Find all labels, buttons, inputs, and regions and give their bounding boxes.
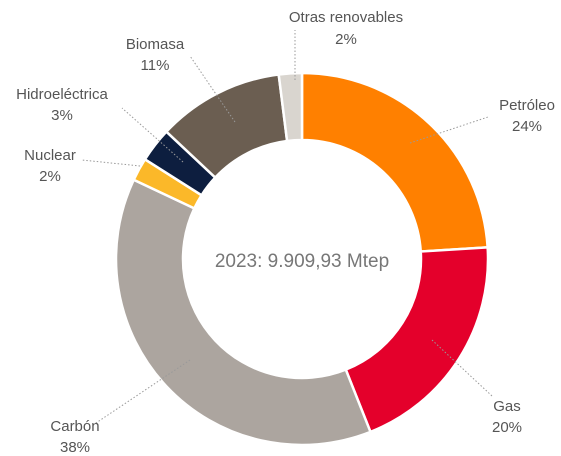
center-label: 2023: 9.909,93 Mtep bbox=[215, 251, 389, 272]
segment-label: Nuclear bbox=[24, 147, 76, 164]
segment-value-label: 2% bbox=[39, 168, 61, 185]
segment-label: Otras renovables bbox=[289, 9, 403, 26]
segment-value-label: 24% bbox=[512, 118, 542, 135]
donut-segment bbox=[300, 71, 489, 253]
donut bbox=[114, 71, 490, 447]
segment-value-label: 11% bbox=[141, 57, 170, 74]
segment-label: Biomasa bbox=[126, 36, 185, 53]
segment-label: Petróleo bbox=[499, 97, 555, 114]
leader-line bbox=[121, 107, 184, 163]
segment-value-label: 20% bbox=[492, 419, 522, 436]
donut-segment bbox=[344, 245, 490, 434]
segment-label: Gas bbox=[493, 398, 521, 415]
segment-value-label: 3% bbox=[51, 107, 73, 124]
segment-value-label: 2% bbox=[335, 31, 357, 48]
segment-label: Hidroeléctrica bbox=[16, 86, 108, 103]
donut-segment bbox=[277, 71, 304, 143]
segment-label: Carbón bbox=[50, 418, 99, 435]
donut-segment bbox=[114, 178, 373, 447]
segment-value-label: 38% bbox=[60, 439, 90, 456]
leader-line bbox=[81, 159, 141, 167]
leader-line bbox=[189, 55, 236, 123]
